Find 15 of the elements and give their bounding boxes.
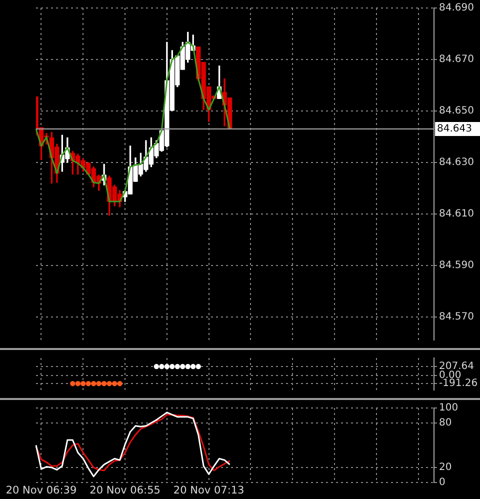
y-tick-label: 84.650 — [439, 106, 474, 117]
y-tick-label: 84.590 — [439, 260, 474, 271]
ref-line-label: 84.643 — [437, 124, 472, 135]
y-tick-label: 84.690 — [439, 2, 474, 14]
y-tick-label: 84.630 — [439, 157, 474, 168]
y-tick-label: 0 — [439, 476, 446, 488]
x-tick-label: 20 Nov 06:55 — [90, 484, 160, 496]
y-tick-label: 100 — [439, 402, 458, 414]
y-tick-label: 84.670 — [439, 54, 474, 66]
x-tick-label: 20 Nov 07:13 — [173, 484, 244, 496]
y-tick-label: 20 — [439, 462, 452, 474]
y-tick-label: 80 — [439, 417, 452, 428]
x-tick-label: 20 Nov 06:39 — [6, 484, 77, 496]
y-tick-label: 84.610 — [439, 208, 474, 220]
y-tick-label: 84.570 — [439, 311, 474, 322]
